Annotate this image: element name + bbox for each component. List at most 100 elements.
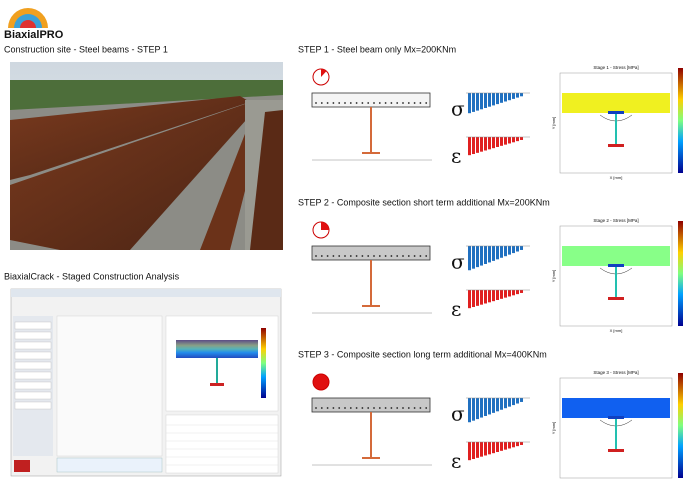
rebar bbox=[402, 407, 404, 409]
photo-caption: Construction site - Steel beams - STEP 1 bbox=[4, 44, 168, 54]
sigma-bar bbox=[520, 398, 523, 402]
rebar bbox=[355, 102, 358, 104]
epsilon-bar bbox=[520, 290, 523, 293]
rebar bbox=[349, 102, 352, 104]
sigma-bar bbox=[488, 246, 491, 263]
sigma-bar bbox=[484, 93, 487, 108]
sigma-bar bbox=[500, 398, 503, 410]
sigma-bar bbox=[504, 398, 507, 409]
rebar bbox=[332, 255, 335, 257]
sigma-bar bbox=[472, 246, 475, 269]
epsilon-bar bbox=[520, 137, 523, 140]
sigma-bar bbox=[480, 93, 483, 110]
sigma-bar bbox=[508, 93, 511, 101]
epsilon-symbol: ε bbox=[451, 144, 461, 168]
stress-slab bbox=[562, 398, 670, 418]
rebar bbox=[425, 255, 428, 257]
rebar bbox=[332, 102, 335, 104]
rebar bbox=[390, 407, 393, 409]
rebar bbox=[326, 255, 329, 257]
rebar bbox=[315, 102, 317, 104]
rebar bbox=[344, 102, 346, 104]
rebar bbox=[326, 102, 329, 104]
epsilon-bar bbox=[472, 137, 475, 155]
epsilon-bar bbox=[480, 137, 483, 152]
rebar bbox=[373, 102, 375, 104]
rebar bbox=[315, 255, 317, 257]
epsilon-bar bbox=[500, 442, 503, 451]
stage-icon bbox=[312, 373, 330, 391]
sigma-bar bbox=[484, 246, 487, 264]
rebar bbox=[320, 255, 323, 257]
epsilon-bar bbox=[476, 442, 479, 458]
sigma-bar bbox=[508, 398, 511, 407]
x-axis-label: X [mm] bbox=[610, 175, 623, 180]
sigma-bar bbox=[476, 398, 479, 420]
stress-title: Stage 2 - Stress [MPa] bbox=[593, 218, 638, 223]
rebar bbox=[396, 102, 399, 104]
rebar bbox=[402, 255, 404, 257]
epsilon-bar bbox=[488, 137, 491, 150]
epsilon-symbol: ε bbox=[451, 297, 461, 321]
rebar bbox=[332, 407, 335, 409]
rebar bbox=[413, 407, 416, 409]
stage-icon-fill bbox=[321, 222, 329, 230]
epsilon-bar bbox=[472, 290, 475, 308]
rebar bbox=[407, 102, 410, 104]
rebar bbox=[320, 407, 323, 409]
epsilon-bar bbox=[516, 290, 519, 295]
rebar bbox=[390, 102, 393, 104]
step-heading: STEP 3 - Composite section long term add… bbox=[298, 349, 547, 359]
sigma-bar bbox=[496, 93, 499, 105]
epsilon-bar bbox=[480, 442, 483, 457]
stress-bottom-flange bbox=[608, 144, 624, 147]
sigma-symbol: σ bbox=[451, 250, 465, 274]
slab bbox=[311, 397, 431, 413]
rebar bbox=[367, 102, 370, 104]
stress-title: Stage 1 - Stress [MPa] bbox=[593, 65, 638, 70]
stress-top-flange bbox=[608, 111, 624, 114]
epsilon-bar bbox=[508, 137, 511, 144]
slab bbox=[311, 245, 431, 261]
y-axis-label: Y [mm] bbox=[551, 422, 556, 435]
step-heading: STEP 2 - Composite section short term ad… bbox=[298, 197, 550, 207]
sigma-bar bbox=[480, 398, 483, 418]
rebar bbox=[355, 255, 358, 257]
stage-icon-fill bbox=[321, 69, 327, 77]
epsilon-bar bbox=[492, 137, 495, 149]
stress-slab bbox=[562, 93, 670, 113]
sigma-bar bbox=[472, 93, 475, 112]
epsilon-bar bbox=[476, 290, 479, 306]
rebar bbox=[384, 407, 387, 409]
rebar bbox=[413, 102, 416, 104]
stress-title: Stage 3 - Stress [MPa] bbox=[593, 370, 638, 375]
rebar bbox=[373, 407, 375, 409]
rebar bbox=[378, 102, 381, 104]
sigma-symbol: σ bbox=[451, 402, 465, 426]
epsilon-bar bbox=[496, 290, 499, 300]
x-axis-label: X [mm] bbox=[610, 328, 623, 333]
app-screenshot bbox=[10, 288, 282, 477]
stress-bottom-flange bbox=[608, 449, 624, 452]
sigma-bar bbox=[492, 93, 495, 106]
epsilon-bar bbox=[500, 290, 503, 299]
rebar bbox=[384, 102, 387, 104]
sigma-bar bbox=[480, 246, 483, 266]
rebar bbox=[413, 255, 416, 257]
sigma-bar bbox=[492, 398, 495, 413]
app-caption: BiaxialCrack - Staged Construction Analy… bbox=[4, 271, 180, 281]
colorbar bbox=[678, 221, 683, 326]
sigma-bar bbox=[504, 246, 507, 257]
sigma-bar bbox=[496, 398, 499, 412]
epsilon-bar bbox=[496, 137, 499, 147]
sigma-bar bbox=[472, 398, 475, 421]
colorbar bbox=[678, 373, 683, 478]
rebar bbox=[338, 102, 341, 104]
sigma-bar bbox=[508, 246, 511, 255]
epsilon-bar bbox=[468, 290, 471, 309]
epsilon-bar bbox=[488, 290, 491, 303]
sigma-bar bbox=[520, 246, 523, 250]
sigma-bar bbox=[488, 398, 491, 415]
rebar bbox=[367, 255, 370, 257]
y-axis-label: Y [mm] bbox=[551, 270, 556, 283]
